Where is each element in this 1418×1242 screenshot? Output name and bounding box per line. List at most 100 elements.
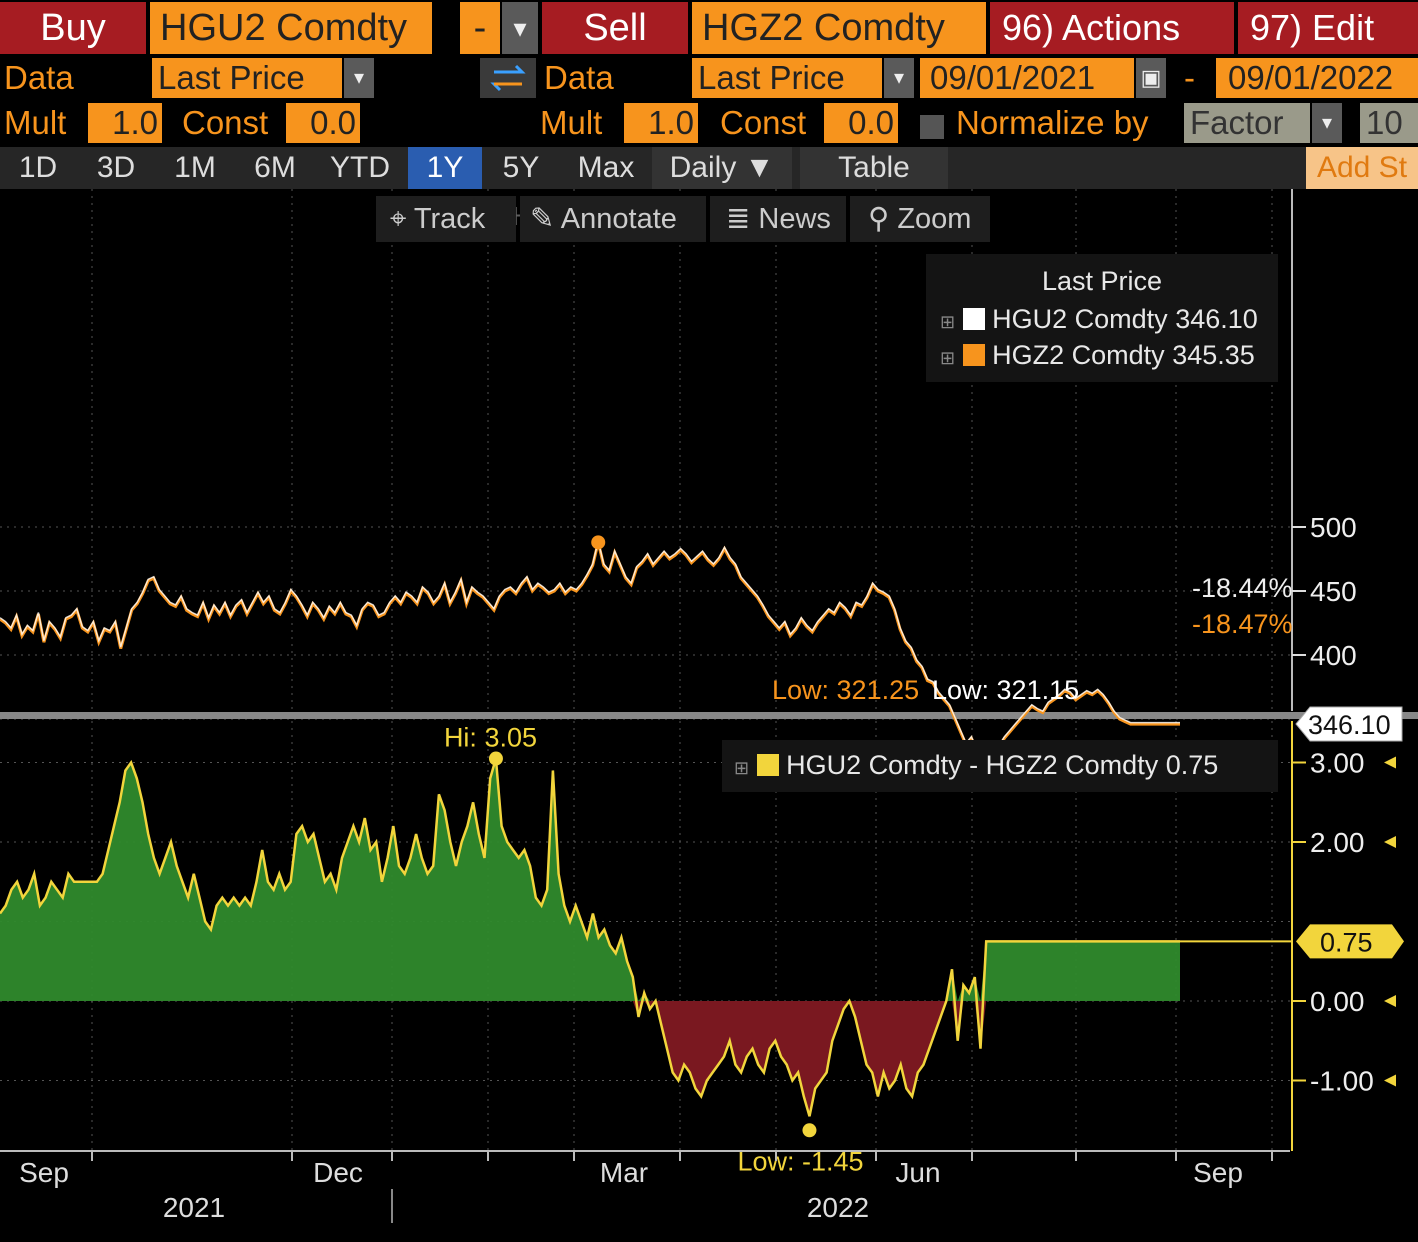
add-study-button[interactable]: Add St (1306, 147, 1418, 189)
y-tick-arrow (1384, 836, 1396, 848)
y-tick-arrow (1384, 995, 1396, 1007)
buy-data-chevron-icon[interactable]: ▾ (344, 58, 374, 98)
zoom-tool[interactable]: ⚲ Zoom (850, 196, 990, 242)
legend-name: HGU2 Comdty (992, 304, 1168, 334)
spread-line (0, 758, 1180, 1117)
normalize-label: Normalize by (956, 104, 1149, 141)
factor-value-field[interactable]: 10 (1360, 103, 1418, 143)
year-label: 2021 (163, 1192, 225, 1223)
period-ytd[interactable]: YTD (330, 151, 390, 184)
sell-label: Sell (542, 2, 688, 54)
multiplier-toolbar: Mult 1.0 Const 0.0 Mult 1.0 Const 0.0 No… (0, 103, 1418, 145)
annotate-label: Annotate (560, 203, 677, 235)
y-tick-arrow (1384, 756, 1396, 769)
swap-arrows-icon[interactable] (480, 58, 536, 98)
x-tick-label: Mar (600, 1157, 648, 1188)
buy-mult-field[interactable]: 1.0 (88, 103, 162, 143)
y-tick-arrow (1384, 1074, 1396, 1087)
legend-value: 0.75 (1165, 750, 1219, 780)
operator-field[interactable]: - (460, 2, 500, 54)
actions-menu[interactable]: 96) Actions (990, 2, 1234, 54)
period-6m[interactable]: 6M (254, 151, 296, 184)
y-tick-label-top: 400 (1310, 640, 1357, 671)
buy-const-field[interactable]: 0.0 (286, 103, 360, 143)
legend-row-hgu2[interactable]: ⊞ HGU2 Comdty 346.10 (940, 304, 1280, 335)
low-marker-bottom (802, 1123, 817, 1138)
edit-menu[interactable]: 97) Edit (1238, 2, 1418, 54)
series-line-hgz2 (0, 542, 1180, 757)
legend-swatch-yellow (756, 754, 779, 776)
legend-swatch-white (962, 308, 985, 330)
news-tool[interactable]: ≣ News (710, 196, 846, 242)
operator-dropdown-chevron-icon[interactable]: ▾ (502, 2, 538, 54)
pencil-icon: ✎ (530, 203, 555, 235)
end-date-field[interactable]: 09/01/2022 (1216, 58, 1418, 98)
spread-last-tag-label: 0.75 (1320, 927, 1373, 957)
spread-last-tag (1296, 924, 1404, 959)
x-tick-label: Dec (313, 1157, 363, 1188)
expand-icon[interactable]: ⊞ (940, 348, 956, 368)
track-label: Track (413, 203, 486, 235)
x-tick-label: Sep (19, 1157, 69, 1188)
sell-mult-label: Mult (540, 104, 603, 141)
date-separator: - (1184, 59, 1195, 96)
period-1m[interactable]: 1M (174, 151, 216, 184)
normalize-checkbox[interactable] (920, 115, 944, 139)
x-tick-label: Sep (1193, 1157, 1243, 1188)
x-tick-label: Jun (895, 1157, 940, 1188)
sell-ticker-field[interactable]: HGZ2 Comdty (692, 2, 986, 54)
news-label: News (758, 203, 831, 235)
zoom-label: Zoom (897, 203, 972, 235)
sell-data-chevron-icon[interactable]: ▾ (884, 58, 914, 98)
interval-dropdown[interactable]: Daily ▼ (652, 147, 792, 189)
legend-value: 346.10 (1175, 304, 1258, 334)
buy-data-field[interactable]: Last Price (152, 58, 342, 98)
buy-data-label: Data (4, 59, 74, 96)
panel-divider (0, 712, 1418, 719)
legend-row-hgz2[interactable]: ⊞ HGZ2 Comdty 345.35 (940, 340, 1280, 371)
low-label-2: Low: 321.15 (932, 675, 1079, 705)
period-5y[interactable]: 5Y (502, 151, 540, 184)
table-button[interactable]: Table (800, 147, 948, 189)
y-tick-label-top: 500 (1310, 512, 1357, 543)
security-toolbar: Buy HGU2 Comdty - ▾ Sell HGZ2 Comdty 96)… (0, 0, 1418, 56)
legend-swatch-orange (962, 344, 985, 366)
buy-label: Buy (0, 2, 146, 54)
sell-data-field[interactable]: Last Price (692, 58, 882, 98)
spread-legend: ⊞ HGU2 Comdty - HGZ2 Comdty 0.75 (722, 740, 1278, 792)
y-tick-label-bottom: 3.00 (1310, 748, 1365, 779)
y-tick-label-top: 450 (1310, 576, 1357, 607)
last-price-tag-label: 346.10 (1308, 710, 1391, 740)
factor-chevron-icon[interactable]: ▾ (1312, 103, 1342, 143)
normalize-factor-field[interactable]: Factor (1184, 103, 1310, 143)
period-max[interactable]: Max (577, 151, 635, 184)
expand-icon[interactable]: ⊞ (940, 312, 956, 332)
track-tool[interactable]: ⌖ Track (376, 196, 516, 242)
y-tick-label-bottom: -1.00 (1310, 1066, 1374, 1097)
expand-icon[interactable]: ⊞ (734, 758, 750, 778)
buy-const-label: Const (182, 104, 269, 141)
hi-label-bottom: Hi: 3.05 (444, 723, 537, 753)
calendar-icon[interactable]: ▣ (1136, 58, 1166, 98)
change-label-hgu2: -18.44% (1192, 573, 1293, 603)
start-date-field[interactable]: 09/01/2021 (920, 58, 1134, 98)
hi-marker-bottom (488, 751, 503, 766)
period-1y[interactable]: 1Y (408, 147, 482, 189)
sell-const-field[interactable]: 0.0 (824, 103, 898, 143)
legend-row-spread[interactable]: ⊞ HGU2 Comdty - HGZ2 Comdty 0.75 (734, 750, 1274, 781)
annotate-tool[interactable]: ✎ Annotate (520, 196, 706, 242)
low-label-bottom: Low: -1.45 (737, 1146, 863, 1176)
data-toolbar: Data Last Price ▾ Data Last Price ▾ 09/0… (0, 58, 1418, 100)
crosshair-icon: ⌖ (390, 203, 407, 235)
y-tick-label-bottom: 2.00 (1310, 827, 1365, 858)
year-label: 2022 (807, 1192, 869, 1223)
hi-marker-top (591, 535, 606, 550)
magnifier-icon: ⚲ (868, 203, 890, 235)
period-3d[interactable]: 3D (96, 151, 136, 184)
period-1d[interactable]: 1D (18, 151, 58, 184)
legend-value: 345.35 (1172, 340, 1255, 370)
low-label-1: Low: 321.25 (772, 675, 919, 705)
buy-ticker-field[interactable]: HGU2 Comdty (150, 2, 432, 54)
sell-mult-field[interactable]: 1.0 (624, 103, 698, 143)
price-legend: Last Price ⊞ HGU2 Comdty 346.10 ⊞ HGZ2 C… (926, 254, 1278, 382)
